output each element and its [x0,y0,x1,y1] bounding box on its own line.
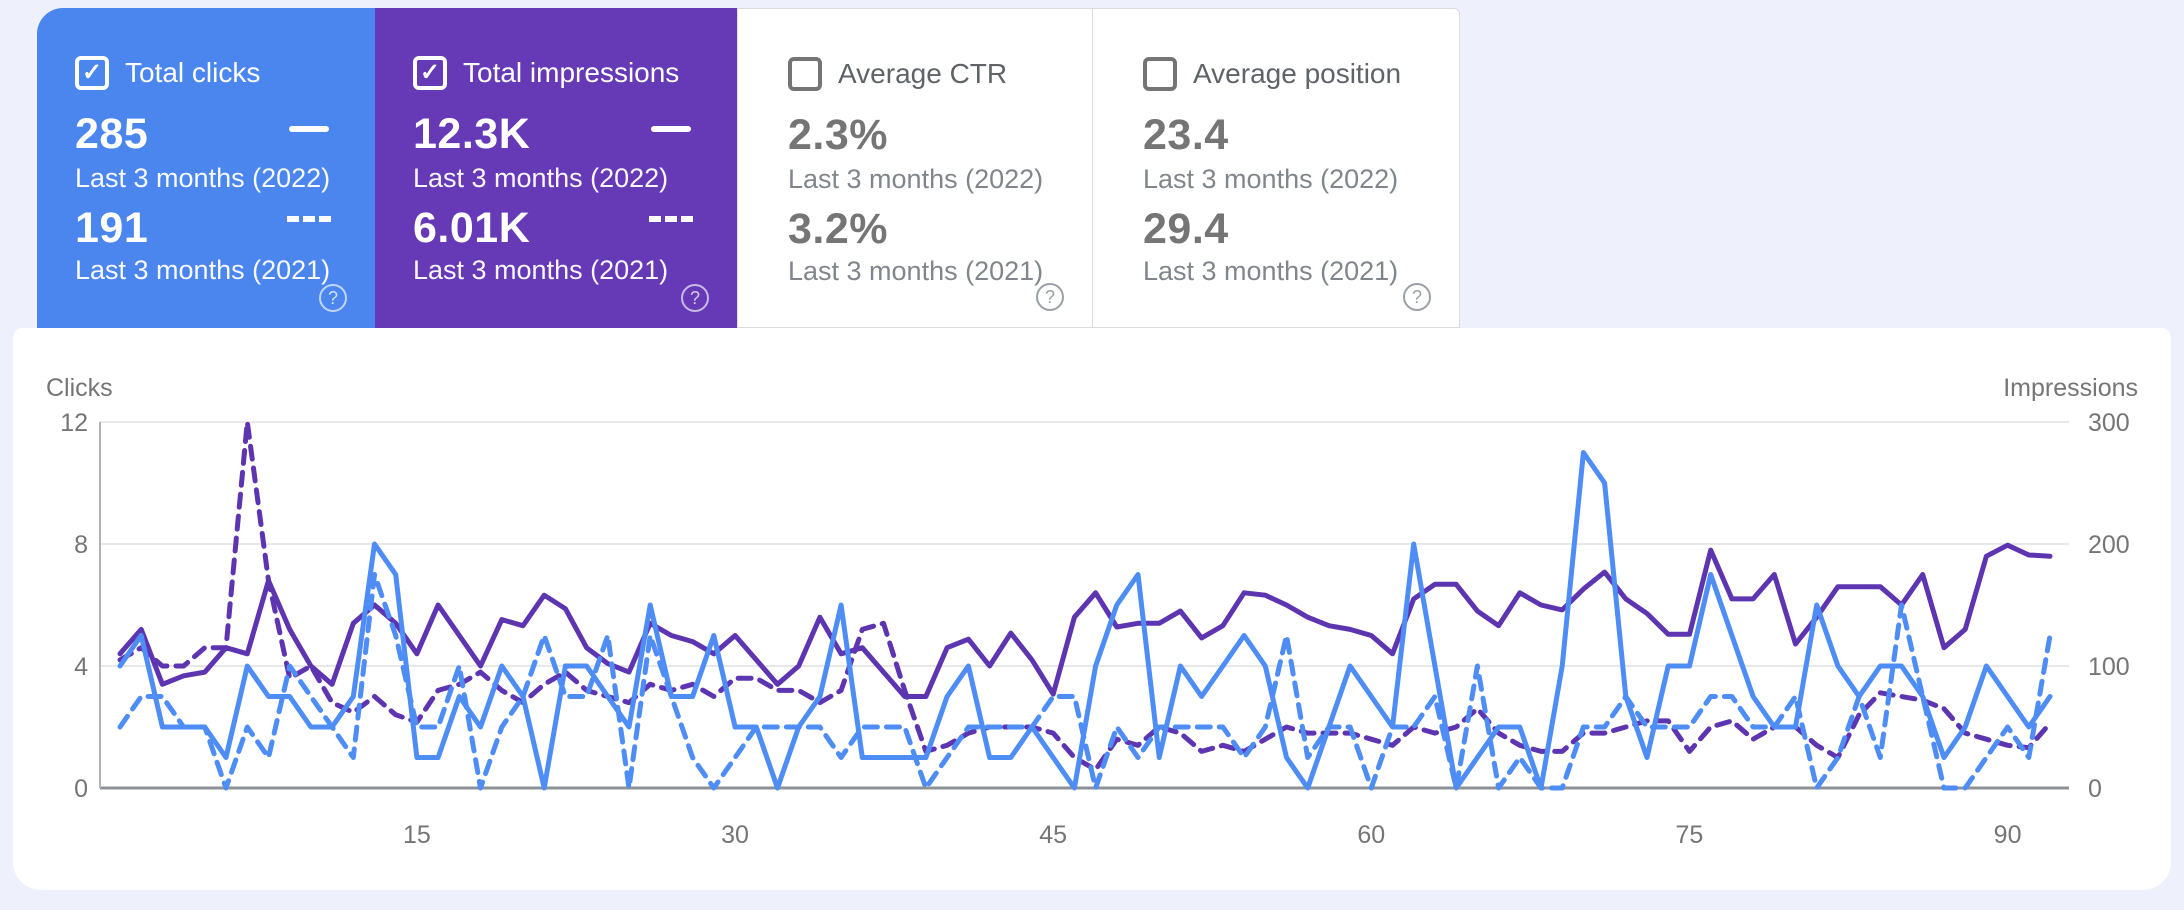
x-axis-tick-label: 75 [1676,821,1704,849]
right-axis-tick-label: 0 [2088,775,2102,803]
dashed-line-legend-icon [287,216,331,222]
metric-value-current: 285 [75,110,149,158]
left-axis-title: Clicks [46,374,113,402]
metric-value-previous: 6.01K [413,204,531,252]
help-icon[interactable]: ? [1036,283,1064,311]
solid-line-legend-icon [651,126,691,132]
card-label: Average position [1193,58,1402,89]
metric-value-previous: 191 [75,204,149,252]
x-axis-tick-label: 90 [1994,821,2022,849]
metric-period-previous: Last 3 months (2021) [75,255,331,285]
x-axis-tick-label: 30 [721,821,749,849]
metric-period-current: Last 3 months (2022) [75,163,331,193]
metric-period-current: Last 3 months (2022) [413,163,669,193]
dashed-line-legend-icon [649,216,693,222]
card-label: Total impressions [463,57,680,88]
right-axis-tick-label: 300 [2088,409,2130,437]
metric-value-current: 2.3% [788,111,889,159]
card-label: Average CTR [838,58,1008,89]
series-previous-impressions [117,419,2053,773]
metric-value-previous: 3.2% [788,205,889,253]
metric-value-previous: 29.4 [1143,205,1229,253]
left-axis-tick-label: 8 [74,531,88,559]
help-icon[interactable]: ? [681,284,709,312]
x-axis-tick-label: 60 [1357,821,1385,849]
checkmark-icon: ✓ [81,59,103,86]
left-axis-tick-label: 4 [74,653,88,681]
checkbox-average-ctr[interactable] [788,57,822,91]
help-icon[interactable]: ? [319,284,347,312]
left-axis-tick-label: 12 [60,409,88,437]
card-label: Total clicks [125,57,261,88]
series-current-impressions [117,542,2053,699]
left-axis-tick-label: 0 [74,775,88,803]
metric-period-current: Last 3 months (2022) [1143,164,1399,194]
solid-line-legend-icon [289,126,329,132]
card-total-clicks[interactable]: ✓ Total clicks 285 Last 3 months (2022) … [37,8,375,328]
x-axis-tick-label: 15 [403,821,431,849]
series-previous-clicks [117,572,2053,791]
metric-period-current: Last 3 months (2022) [788,164,1044,194]
metric-period-previous: Last 3 months (2021) [1143,256,1399,286]
checkbox-total-clicks[interactable]: ✓ [75,56,109,90]
help-icon[interactable]: ? [1403,283,1431,311]
right-axis-title: Impressions [2003,374,2138,402]
metric-value-current: 12.3K [413,110,531,158]
card-average-position[interactable]: Average position 23.4 Last 3 months (202… [1093,8,1460,328]
right-axis-tick-label: 100 [2088,653,2130,681]
metric-period-previous: Last 3 months (2021) [788,256,1044,286]
checkbox-total-impressions[interactable]: ✓ [413,56,447,90]
right-axis-tick-label: 200 [2088,531,2130,559]
series-current-clicks [117,450,2053,791]
metric-period-previous: Last 3 months (2021) [413,255,669,285]
checkbox-average-position[interactable] [1143,57,1177,91]
x-axis-tick-label: 45 [1039,821,1067,849]
card-total-impressions[interactable]: ✓ Total impressions 12.3K Last 3 months … [375,8,737,328]
card-average-ctr[interactable]: Average CTR 2.3% Last 3 months (2022) 3.… [737,8,1093,328]
checkmark-icon: ✓ [419,59,441,86]
metric-value-current: 23.4 [1143,111,1229,159]
